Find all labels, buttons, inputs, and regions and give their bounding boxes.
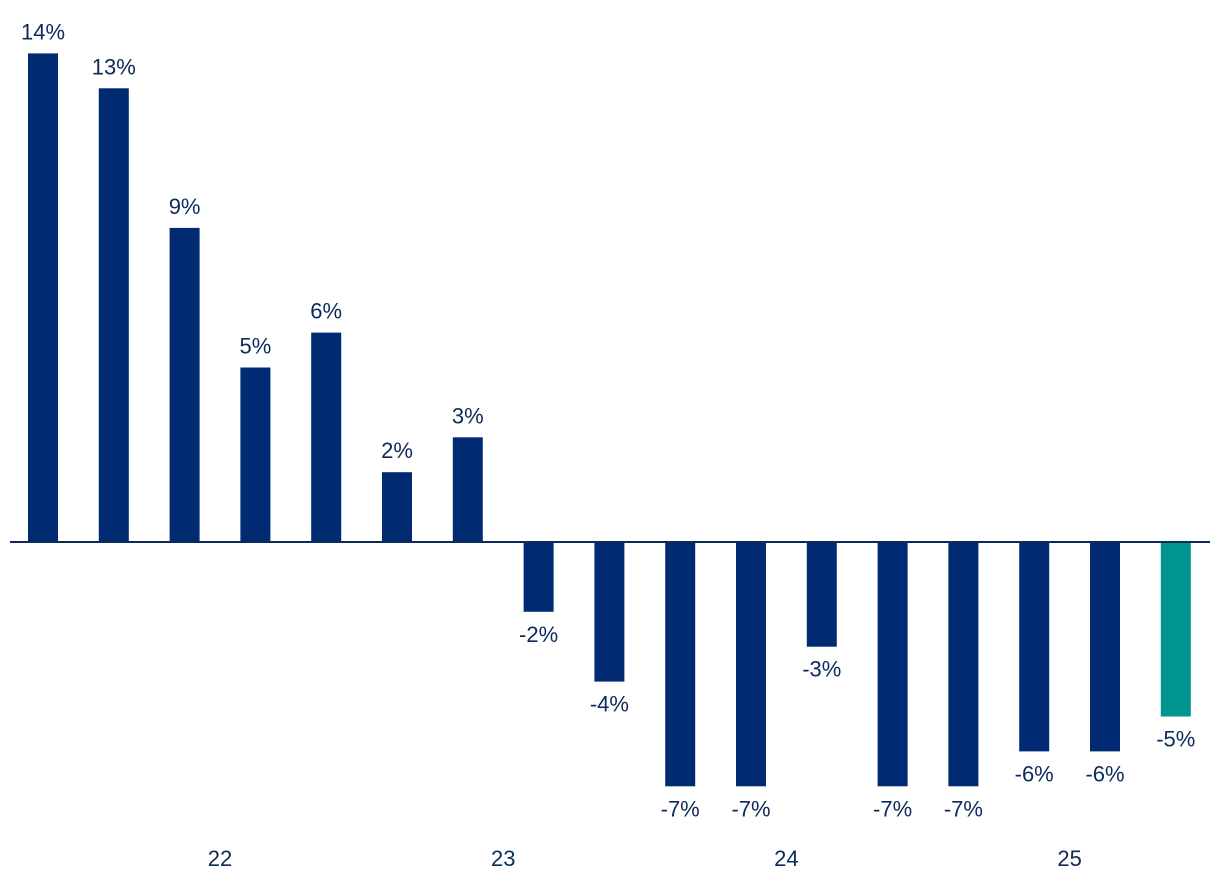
bar-16 <box>1160 542 1191 717</box>
data-label-6: 3% <box>452 403 484 428</box>
bar-10 <box>736 542 766 787</box>
bar-13 <box>948 542 979 787</box>
data-label-15: -6% <box>1085 761 1124 786</box>
x-axis-label-2: 24 <box>774 846 798 871</box>
data-label-16: -5% <box>1156 727 1195 752</box>
data-label-12: -7% <box>873 796 912 821</box>
bar-7 <box>523 542 554 612</box>
bar-3 <box>240 367 271 542</box>
bar-5 <box>382 472 412 542</box>
data-label-2: 9% <box>169 194 201 219</box>
bar-6 <box>452 437 483 542</box>
bar-8 <box>594 542 625 682</box>
data-label-9: -7% <box>661 796 700 821</box>
data-label-11: -3% <box>802 657 841 682</box>
data-label-1: 13% <box>92 54 136 79</box>
data-label-8: -4% <box>590 692 629 717</box>
bar-9 <box>665 542 696 787</box>
data-label-10: -7% <box>731 796 770 821</box>
bar-1 <box>98 88 129 543</box>
x-axis-label-1: 23 <box>491 846 515 871</box>
x-axis-label-3: 25 <box>1057 846 1081 871</box>
x-axis-label-0: 22 <box>208 846 232 871</box>
data-label-3: 5% <box>240 334 272 359</box>
bar-2 <box>169 227 200 542</box>
bar-15 <box>1090 542 1120 752</box>
data-label-13: -7% <box>944 796 983 821</box>
bar-12 <box>877 542 908 787</box>
bar-14 <box>1019 542 1050 752</box>
data-label-4: 6% <box>310 299 342 324</box>
bar-0 <box>28 53 58 543</box>
bar-4 <box>311 332 342 542</box>
data-label-14: -6% <box>1015 761 1054 786</box>
data-label-5: 2% <box>381 438 413 463</box>
bar-11 <box>806 542 837 647</box>
data-label-7: -2% <box>519 622 558 647</box>
data-label-0: 14% <box>21 19 65 44</box>
